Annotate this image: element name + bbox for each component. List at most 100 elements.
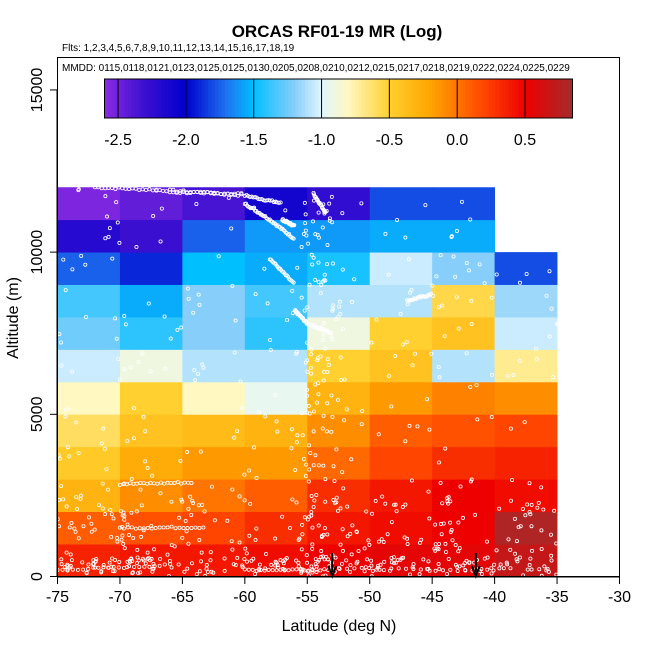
scatter-point	[296, 564, 301, 569]
heatmap-cell	[119, 252, 183, 285]
scatter-point	[99, 569, 104, 574]
colorbar-segment	[254, 79, 259, 118]
track-point	[583, 320, 588, 325]
scatter-point	[103, 512, 108, 517]
scatter-point	[186, 506, 191, 511]
colorbar-segment	[214, 79, 219, 118]
scatter-point	[138, 487, 143, 492]
scatter-point	[278, 558, 283, 563]
scatter-point	[335, 398, 340, 403]
colorbar-segment	[111, 79, 116, 118]
scatter-point	[289, 427, 294, 432]
colorbar-segment	[532, 79, 537, 118]
scatter-point	[168, 336, 173, 341]
scatter-point	[125, 559, 130, 564]
scatter-point	[330, 414, 335, 419]
scatter-point	[310, 546, 315, 551]
heatmap-cell	[432, 446, 496, 480]
scatter-point	[528, 556, 533, 561]
scatter-point	[123, 322, 128, 327]
scatter-point	[106, 565, 111, 570]
colorbar-segment	[371, 79, 376, 118]
y-tick-label: 15000	[29, 68, 46, 113]
scatter-point	[453, 274, 458, 279]
heatmap-cell	[432, 219, 496, 253]
scatter-point	[448, 529, 453, 534]
scatter-point	[320, 225, 325, 230]
scatter-point	[129, 510, 134, 515]
scatter-point	[427, 568, 432, 573]
scatter-point	[330, 261, 335, 266]
heatmap-cell	[57, 544, 121, 577]
scatter-point	[325, 262, 330, 267]
scatter-point	[125, 522, 130, 527]
scatter-point	[398, 311, 403, 316]
colorbar-segment	[348, 79, 353, 118]
heatmap-cell	[57, 187, 121, 221]
scatter-point	[122, 367, 127, 372]
scatter-point	[131, 436, 136, 441]
scatter-point	[344, 558, 349, 563]
scatter-point	[240, 406, 245, 411]
scatter-point	[103, 236, 108, 241]
scatter-point	[69, 520, 74, 525]
scatter-point	[145, 465, 150, 470]
scatter-point	[145, 550, 150, 555]
scatter-point	[237, 540, 242, 545]
colorbar-segment	[157, 79, 162, 118]
scatter-point	[369, 563, 374, 568]
track-point	[286, 568, 291, 573]
colorbar-segment	[264, 79, 269, 118]
colorbar-segment	[351, 79, 356, 118]
colorbar-segment	[144, 79, 149, 118]
track-point	[258, 197, 263, 202]
scatter-point	[154, 188, 159, 193]
scatter-point	[69, 558, 74, 563]
colorbar-segment	[375, 79, 380, 118]
track-point	[193, 525, 198, 530]
scatter-point	[196, 371, 201, 376]
track-point	[81, 567, 86, 572]
scatter-point	[180, 499, 185, 504]
track-point	[429, 291, 434, 296]
scatter-point	[337, 304, 342, 309]
track-point	[263, 214, 268, 219]
scatter-point	[145, 556, 150, 561]
scatter-point	[274, 560, 279, 565]
scatter-point	[436, 561, 441, 566]
scatter-point	[316, 463, 321, 468]
scatter-point	[309, 252, 314, 257]
scatter-point	[438, 253, 443, 258]
scatter-point	[204, 566, 209, 571]
scatter-point	[107, 226, 112, 231]
scatter-point	[304, 462, 309, 467]
colorbar-segment	[234, 79, 239, 118]
scatter-point	[449, 234, 454, 239]
colorbar-segment	[512, 79, 517, 118]
dates-label: MMDD: 0115,0118,0121,0123,0125,0125,0130…	[62, 63, 570, 74]
scatter-point	[489, 566, 494, 571]
scatter-point	[309, 347, 314, 352]
scatter-point	[57, 456, 62, 461]
colorbar-segment	[107, 79, 112, 118]
colorbar-segment	[238, 79, 243, 118]
scatter-point	[138, 570, 143, 575]
scatter-point	[469, 322, 474, 327]
colorbar-segment	[288, 79, 293, 118]
scatter-point	[127, 532, 132, 537]
scatter-point	[248, 501, 253, 506]
track-point	[404, 566, 409, 571]
scatter-point	[547, 269, 552, 274]
scatter-point	[197, 537, 202, 542]
scatter-point	[314, 564, 319, 569]
colorbar-segment	[181, 79, 186, 118]
track-point	[359, 565, 364, 570]
scatter-point	[549, 558, 554, 563]
scatter-point	[316, 523, 321, 528]
scatter-point	[534, 357, 539, 362]
colorbar-segment	[137, 79, 142, 118]
track-point	[178, 190, 183, 195]
scatter-point	[477, 262, 482, 267]
heatmap-cell	[244, 381, 308, 415]
heatmap-cell	[182, 479, 246, 513]
